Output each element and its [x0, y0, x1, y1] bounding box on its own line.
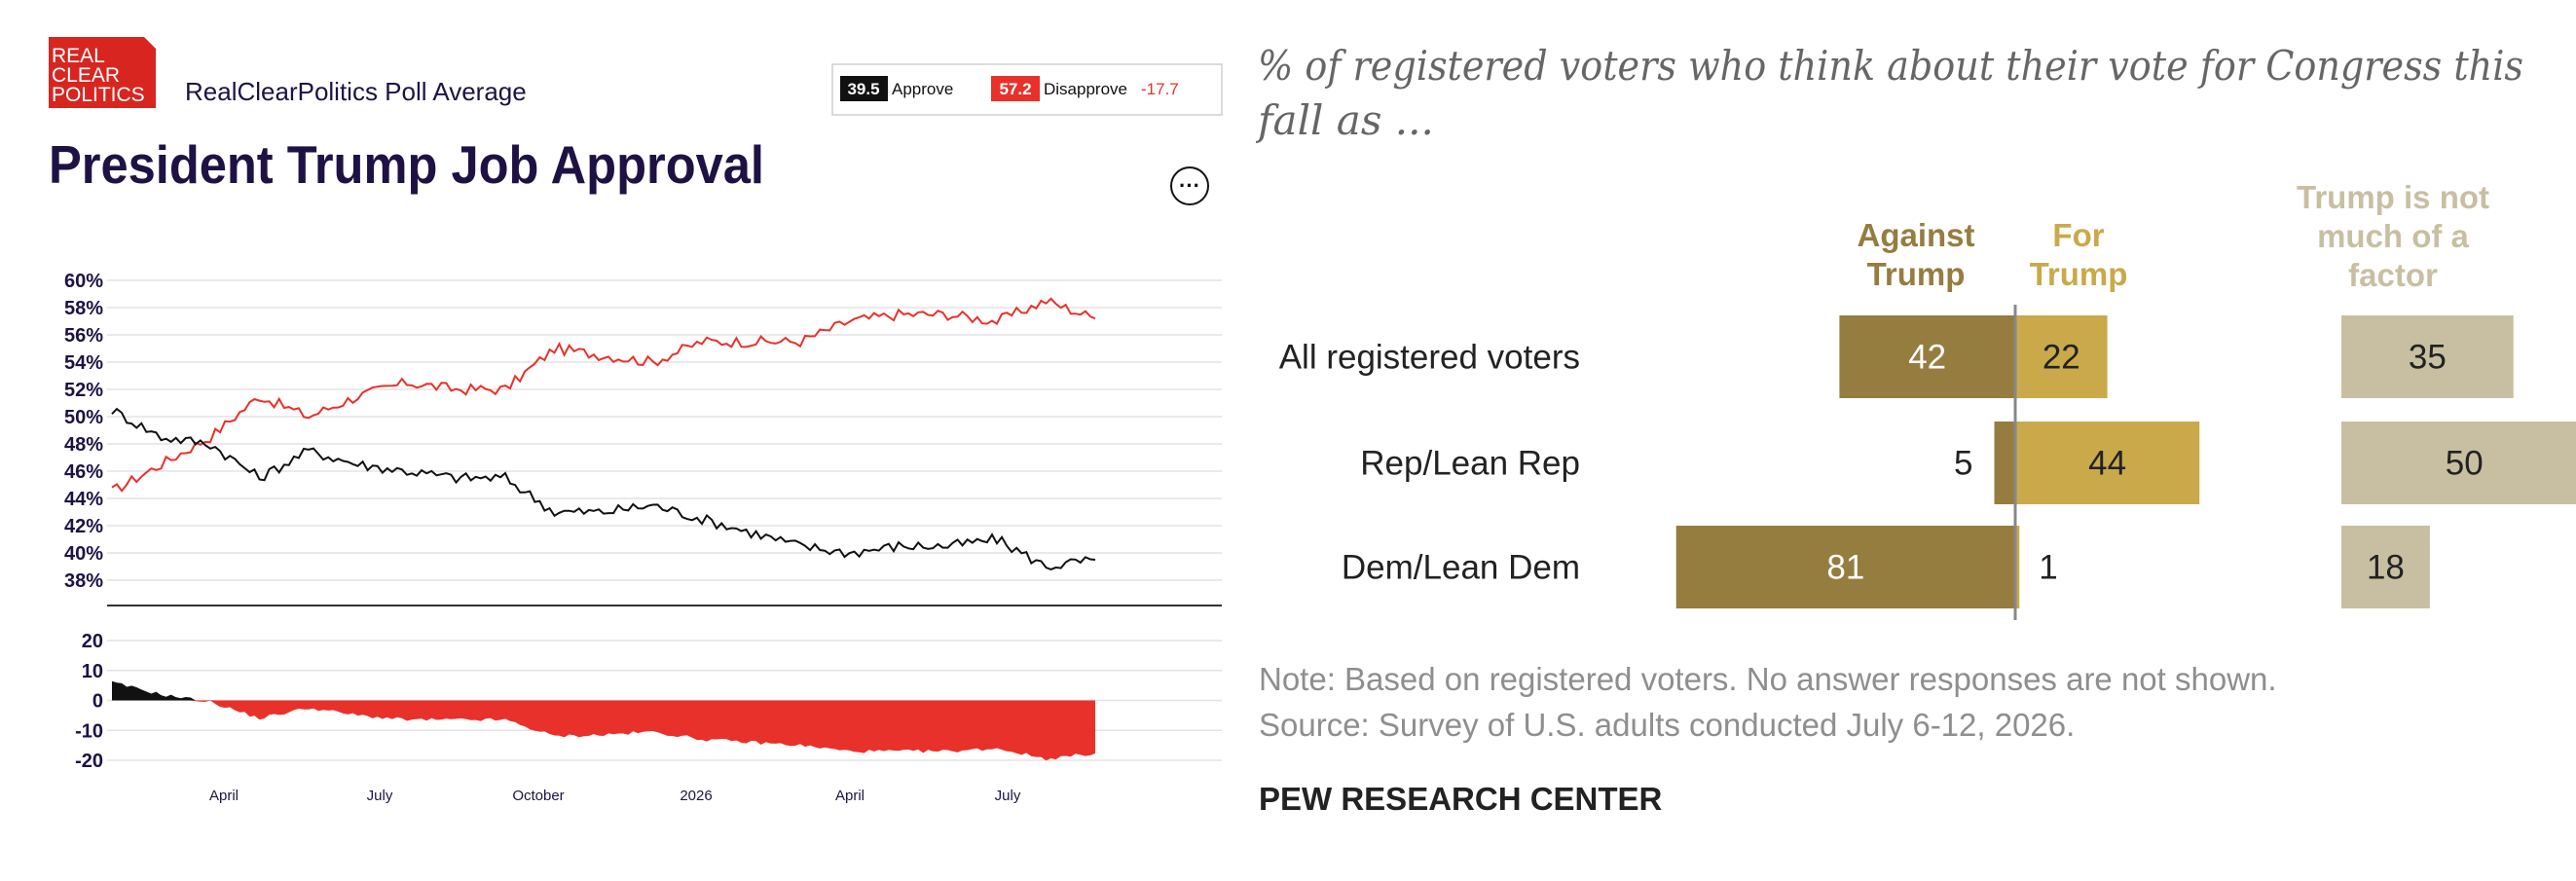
chart-title: President Trump Job Approval [49, 134, 764, 195]
spread-chart-y-axis: 20 10 0 -10 -20 [75, 631, 103, 772]
pew-category-label: Rep/Lean Rep [1360, 445, 1580, 483]
bar-label-for-trump: 1 [2039, 549, 2057, 587]
bar-label-for-trump: 22 [2042, 339, 2080, 377]
pew-column-headers: Against Trump For Trump Trump is not much of … [1857, 179, 2489, 293]
spread-y-tick-label: 10 [82, 661, 103, 682]
main-y-tick-label: 60% [64, 271, 103, 292]
pew-chart-panel: % of registered voters who think about t… [1255, 0, 2576, 876]
bar-against-trump [1839, 315, 2015, 398]
pew-org: PEW RESEARCH CENTER [1259, 781, 1663, 817]
main-chart-lines [111, 297, 1096, 570]
spread-chart-area [112, 680, 1095, 761]
bar-against-trump [1675, 526, 2015, 608]
pew-bar-rows: All registered voters 42 22 35 Rep/Lean Rep 5… [1279, 315, 2576, 608]
x-tick-label: October [512, 788, 564, 804]
main-y-tick-label: 48% [64, 434, 103, 456]
series-line-disapprove [111, 297, 1096, 493]
x-tick-label: 2026 [680, 788, 712, 804]
pew-title: % of registered voters who think about t… [1255, 42, 2523, 144]
pew-category-label: Dem/Lean Dem [1342, 549, 1580, 587]
disapprove-label: Disapprove [1044, 80, 1127, 98]
rcp-logo[interactable]: REAL CLEAR POLITICS [49, 37, 156, 108]
bar-for-trump [2015, 315, 2108, 398]
bar-not-a-factor [2341, 422, 2576, 504]
bar-against-trump [1994, 422, 2015, 504]
bar-not-a-factor [2341, 526, 2430, 608]
rcp-chart-panel: REAL CLEAR POLITICS RealClearPolitics Po… [0, 0, 1256, 876]
bar-label-against-trump: 42 [1908, 339, 1946, 377]
bar-label-for-trump: 44 [2088, 445, 2126, 483]
approve-swatch [840, 76, 888, 101]
bar-label-not-a-factor: 18 [2367, 549, 2405, 587]
more-icon: ··· [1179, 173, 1200, 198]
time-x-axis: April July October 2026 April July [209, 788, 1021, 804]
pew-category-label: All registered voters [1279, 339, 1580, 377]
pew-source: Source: Survey of U.S. adults conducted … [1259, 707, 2075, 743]
bar-label-not-a-factor: 35 [2409, 339, 2447, 377]
main-y-tick-label: 46% [64, 461, 103, 483]
main-y-tick-label: 44% [64, 489, 103, 510]
logo-line-3: POLITICS [52, 84, 145, 106]
approve-label: Approve [892, 80, 953, 98]
spread-value: -17.7 [1141, 80, 1179, 98]
bar-label-not-a-factor: 50 [2446, 445, 2484, 483]
bar-for-trump [2015, 422, 2200, 504]
bar-label-against-trump: 5 [1954, 445, 1972, 483]
pew-header-2: Trump is not much of a factor [2297, 179, 2489, 293]
main-y-tick-label: 38% [64, 570, 103, 592]
bar-label-against-trump: 81 [1826, 549, 1864, 587]
pew-svg: % of registered voters who think about t… [1255, 42, 2576, 817]
pew-title-line-1: % of registered voters who think about t… [1258, 42, 2523, 90]
rcp-svg: REAL CLEAR POLITICS RealClearPolitics Po… [49, 37, 1223, 804]
main-y-tick-label: 40% [64, 543, 103, 565]
disapprove-swatch [991, 76, 1040, 101]
spread-y-tick-label: -10 [75, 720, 103, 742]
approve-value: 39.5 [847, 80, 879, 98]
main-chart-grid [107, 279, 1222, 581]
main-y-tick-label: 54% [64, 352, 103, 374]
spread-y-tick-label: 20 [82, 631, 103, 652]
x-tick-label: July [995, 788, 1021, 804]
source-label: RealClearPolitics Poll Average [185, 77, 527, 106]
series-line-approve [111, 407, 1096, 570]
legend-box: 39.5 Approve 57.2 Disapprove -17.7 [831, 63, 1223, 116]
pew-header-0: Against Trump [1857, 217, 1974, 292]
main-chart-y-axis: 60% 58% 56% 54% 52% 50% 48% 46% 44% 42% 40% 38% [64, 271, 103, 592]
pew-title-line-2: fall as ... [1256, 96, 1434, 144]
x-tick-label: July [367, 788, 393, 804]
main-y-tick-label: 50% [64, 407, 103, 428]
x-tick-label: April [209, 788, 239, 804]
pew-header-1: For Trump [2030, 217, 2128, 292]
main-y-tick-label: 58% [64, 298, 103, 319]
disapprove-value: 57.2 [999, 80, 1031, 98]
bar-for-trump [2015, 526, 2020, 608]
logo-line-1: REAL [52, 45, 105, 67]
spread-negative-area [112, 700, 1095, 761]
x-tick-label: April [835, 788, 865, 804]
main-y-tick-label: 42% [64, 516, 103, 537]
more-options-button[interactable]: ··· [1170, 166, 1209, 205]
bar-not-a-factor [2341, 315, 2514, 398]
pew-note: Note: Based on registered voters. No ans… [1259, 661, 2277, 697]
spread-positive-area [112, 680, 1095, 701]
logo-line-2: CLEAR [52, 64, 120, 87]
spread-y-tick-label: 0 [92, 691, 103, 713]
main-y-tick-label: 56% [64, 325, 103, 347]
main-y-tick-label: 52% [64, 380, 103, 401]
spread-y-tick-label: -20 [75, 751, 103, 772]
